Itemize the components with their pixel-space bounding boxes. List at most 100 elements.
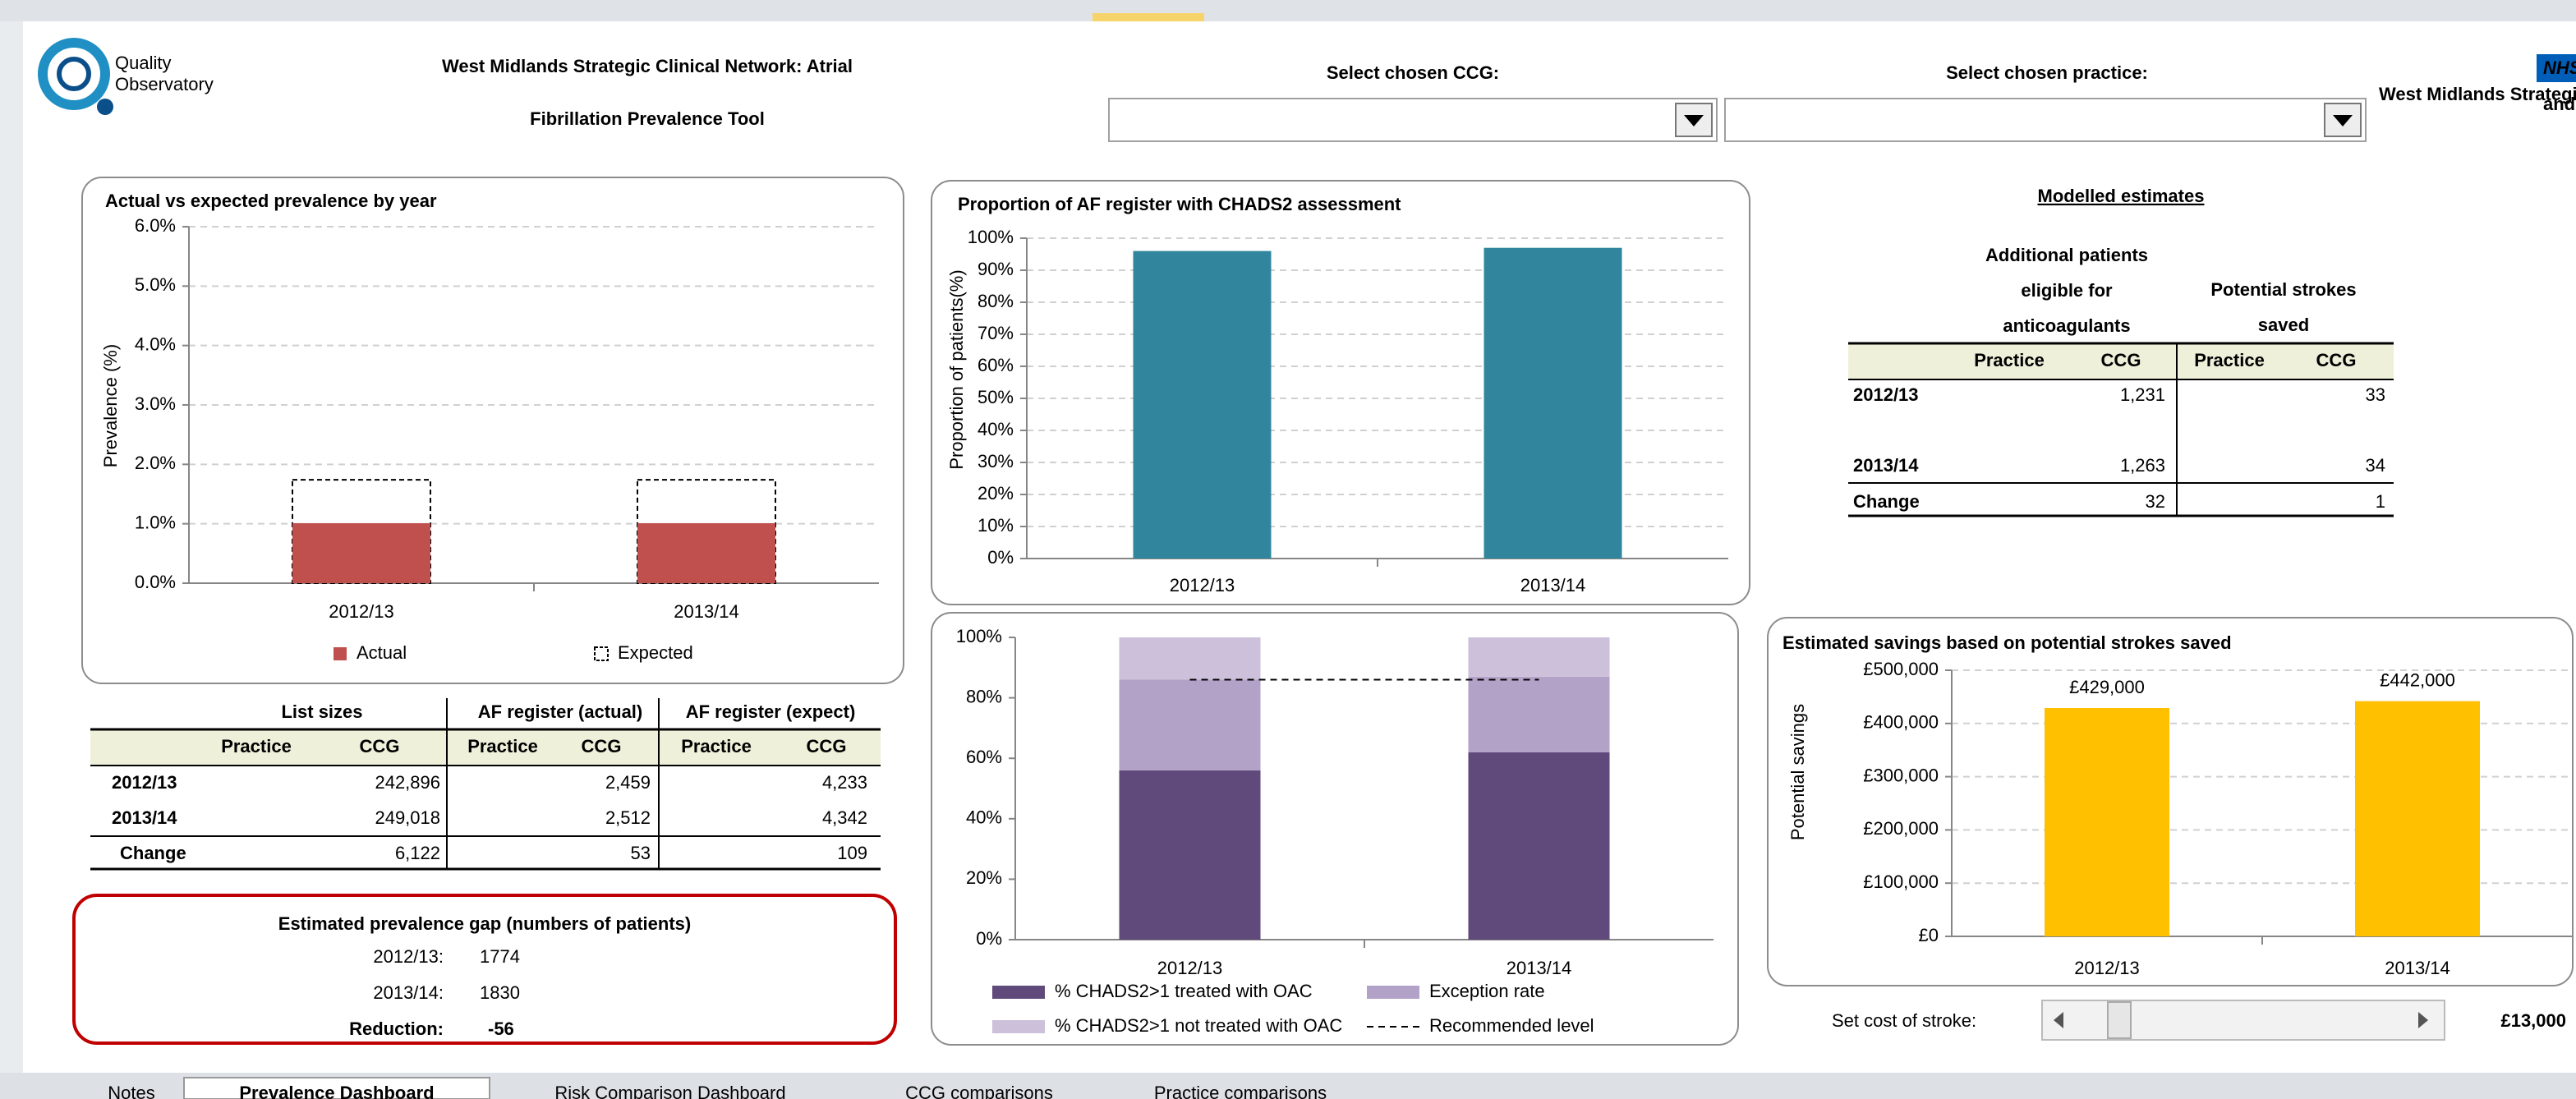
x-tick-label: 2012/13 xyxy=(1157,958,1223,978)
dropdown-box[interactable] xyxy=(1108,98,1718,142)
gap-label: 2013/14: xyxy=(373,982,444,1003)
y-tick-label: 1.0% xyxy=(135,512,176,532)
table-group-header: anticoagulants xyxy=(2003,315,2130,336)
bar xyxy=(1484,247,1622,559)
slider-track[interactable] xyxy=(2041,1000,2445,1041)
table-cell: 53 xyxy=(631,843,651,863)
x-tick-label: 2012/13 xyxy=(329,601,394,622)
chart-panel xyxy=(931,180,1750,605)
page-title: Fibrillation Prevalence Tool xyxy=(530,108,765,129)
nhs-logo: NHS xyxy=(2543,57,2576,78)
table-subheader: Practice xyxy=(1974,350,2045,370)
x-tick-label: 2013/14 xyxy=(1506,958,1572,978)
sheet-header-bar xyxy=(0,0,2576,21)
table-subheader: Practice xyxy=(467,736,538,756)
sheet-tab[interactable]: CCG comparisons xyxy=(905,1083,1053,1099)
bar xyxy=(2355,701,2480,936)
y-tick-label: 100% xyxy=(968,227,1014,247)
table-group-header: AF register (expect) xyxy=(686,701,856,722)
y-axis-label: Prevalence (%) xyxy=(100,344,121,467)
logo xyxy=(38,38,113,115)
table-subheader: Practice xyxy=(2194,350,2265,370)
y-tick-label: 0.0% xyxy=(135,572,176,592)
y-tick-label: 90% xyxy=(978,259,1014,279)
y-tick-label: 60% xyxy=(966,747,1002,767)
table-row-label: 2013/14 xyxy=(112,807,177,828)
sheet-tab[interactable]: Risk Comparison Dashboard xyxy=(554,1083,785,1099)
stacked-bar-segment xyxy=(1119,770,1261,940)
chart-title: Estimated savings based on potential str… xyxy=(1782,632,2232,653)
y-tick-label: 0% xyxy=(987,547,1014,568)
table-cell: 2,459 xyxy=(605,772,651,793)
chart-panel xyxy=(81,177,904,684)
dropdown-box[interactable] xyxy=(1724,98,2367,142)
y-tick-label: 30% xyxy=(978,451,1014,471)
nhs-subtitle: West Midlands Strategic Clinical Net xyxy=(2379,84,2576,104)
legend-label: % CHADS2>1 not treated with OAC xyxy=(1055,1015,1342,1036)
gap-label: 2012/13: xyxy=(373,946,444,967)
legend-icon xyxy=(1367,986,1419,999)
y-tick-label: 50% xyxy=(978,387,1014,407)
table-group-header: AF register (actual) xyxy=(478,701,643,722)
y-tick-label: 10% xyxy=(978,515,1014,536)
practice-dropdown[interactable] xyxy=(1724,98,2367,142)
data-label: £442,000 xyxy=(2380,669,2455,690)
slider-thumb[interactable] xyxy=(2107,1001,2132,1039)
stacked-bar-segment xyxy=(1119,679,1261,770)
dropdown-arrow xyxy=(2333,115,2353,126)
data-label: £429,000 xyxy=(2069,677,2145,697)
slider-left-arrow[interactable] xyxy=(2054,1012,2063,1028)
chart-title: Actual vs expected prevalence by year xyxy=(105,191,437,211)
dropdown-button[interactable] xyxy=(1675,103,1713,137)
logo-text: Observatory xyxy=(115,74,214,94)
x-tick-label: 2012/13 xyxy=(2074,958,2140,978)
sheet-tab[interactable]: Notes xyxy=(108,1083,154,1099)
x-tick-label: 2012/13 xyxy=(1170,575,1235,595)
nhs-logo-box xyxy=(2537,54,2576,82)
gap-title: Estimated prevalence gap (numbers of pat… xyxy=(278,913,691,934)
active-tab[interactable] xyxy=(183,1077,490,1099)
table-subheader: CCG xyxy=(2316,350,2357,370)
table-subheader-bg xyxy=(1848,343,2394,379)
table-group-header: eligible for xyxy=(2021,280,2113,301)
table-cell: 1,231 xyxy=(2120,384,2165,405)
y-tick-label: 3.0% xyxy=(135,393,176,414)
gap-label: Reduction: xyxy=(349,1019,444,1039)
legend-label: Expected xyxy=(618,642,693,663)
table-cell: 4,342 xyxy=(822,807,867,828)
legend-label: % CHADS2>1 treated with OAC xyxy=(1055,981,1313,1001)
stacked-bar-segment xyxy=(1468,676,1610,752)
table-row-label: Change xyxy=(120,843,186,863)
table-subheader: CCG xyxy=(807,736,847,756)
ccg-dropdown[interactable] xyxy=(1108,98,1718,142)
logo-inner xyxy=(57,57,91,91)
y-tick-label: £200,000 xyxy=(1863,818,1939,839)
practice-label: Select chosen practice: xyxy=(1946,62,2148,83)
cost-slider[interactable] xyxy=(2041,1000,2445,1041)
y-tick-label: 100% xyxy=(956,626,1002,646)
y-tick-label: £400,000 xyxy=(1863,712,1939,733)
legend-icon xyxy=(992,1020,1045,1033)
legend-icon xyxy=(992,986,1045,999)
legend-label: Recommended level xyxy=(1429,1015,1594,1036)
logo-ring xyxy=(38,38,110,110)
slider-right-arrow[interactable] xyxy=(2418,1012,2428,1028)
gap-box xyxy=(72,894,897,1045)
selected-column xyxy=(1092,13,1204,21)
logo-dot xyxy=(97,99,113,115)
table-cell: 1,263 xyxy=(2120,455,2165,476)
y-tick-label: 0% xyxy=(976,928,1002,949)
gap-value: -56 xyxy=(488,1019,514,1039)
ccg-label: Select chosen CCG: xyxy=(1327,62,1499,83)
slider-value: £13,000 xyxy=(2500,1010,2566,1031)
sheet-tab[interactable]: Prevalence Dashboard xyxy=(239,1083,434,1099)
table-subheader: CCG xyxy=(360,736,400,756)
page-title: West Midlands Strategic Clinical Network… xyxy=(442,56,853,76)
y-tick-label: £300,000 xyxy=(1863,765,1939,785)
stacked-bar-segment xyxy=(1119,637,1261,680)
table-cell: 34 xyxy=(2366,455,2385,476)
table-row-label: 2012/13 xyxy=(112,772,177,793)
bar xyxy=(637,522,775,583)
legend-icon xyxy=(594,646,609,661)
sheet-tab[interactable]: Practice comparisons xyxy=(1154,1083,1327,1099)
